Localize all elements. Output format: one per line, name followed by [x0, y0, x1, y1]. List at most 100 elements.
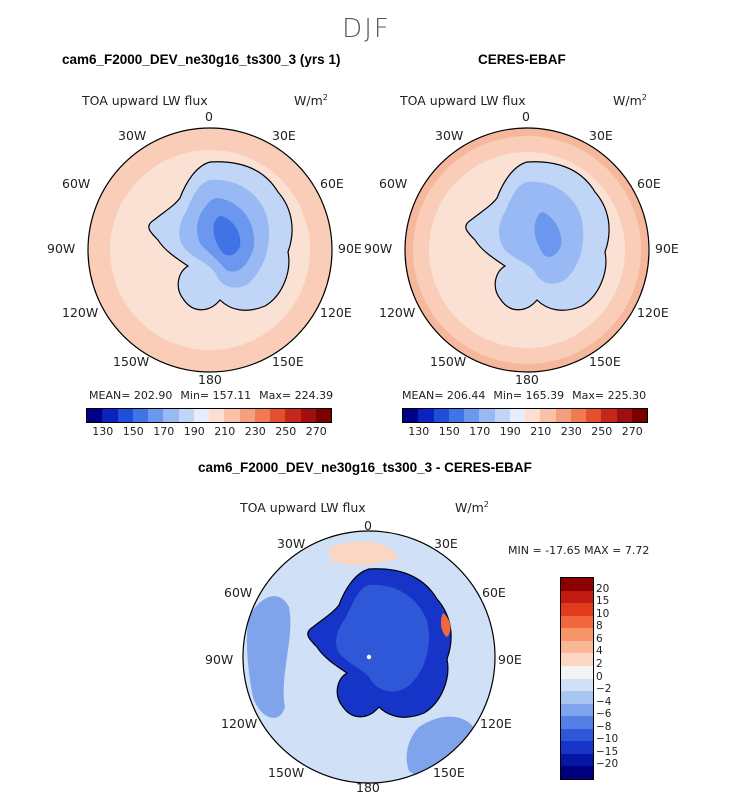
panel2-lon-60e: 60E [637, 176, 661, 191]
panel2-lon-180: 180 [515, 372, 539, 387]
panel1-colorbar-tick-label: 130 [92, 425, 114, 438]
panel1-map [87, 127, 333, 373]
panel3-colorbar-tick-label: 8 [596, 620, 603, 633]
panel3-colorbar-tick-label: −6 [596, 708, 612, 721]
panel2-lon-120w: 120W [379, 305, 416, 320]
panel3-lon-0: 0 [364, 518, 372, 533]
panel3-colorbar-swatch [561, 653, 593, 666]
panel1-lon-60w: 60W [62, 176, 91, 191]
panel2-units: W/m2 [613, 93, 647, 109]
panel1-colorbar-swatch [148, 409, 164, 422]
panel1-colorbar-swatch [270, 409, 286, 422]
panel3-colorbar-tick-label: −4 [596, 695, 612, 708]
panel3-colorbar-swatch [561, 665, 593, 679]
panel1-lon-30e: 30E [272, 128, 296, 143]
panel3-colorbar-tick-label: 2 [596, 657, 603, 670]
panel2-colorbar-swatch [540, 409, 556, 422]
panel2-colorbar-swatch [555, 409, 571, 422]
panel3-colorbar-tick-label: −8 [596, 720, 612, 733]
panel3-colorbar-swatch [561, 716, 593, 729]
panel3-colorbar-tick-label: 10 [596, 607, 610, 620]
panel1-colorbar-swatch [117, 409, 133, 422]
panel1-colorbar-tick-label: 250 [275, 425, 297, 438]
panel3-map-border [242, 530, 496, 784]
panel3-colorbar-swatch [561, 703, 593, 717]
panel1-colorbar [86, 408, 332, 423]
panel1-colorbar-swatch [315, 409, 331, 422]
panel2-colorbar-swatch [433, 409, 449, 422]
panel1-colorbar-tick-label: 210 [214, 425, 236, 438]
panel2-colorbar-tick-label: 190 [499, 425, 521, 438]
panel1-lon-90w: 90W [47, 241, 76, 256]
panel3-colorbar-ticks: 20 15 10 8 6 4 2 0 −2 −4 −6 −8 −10 −15 −20 [596, 577, 636, 778]
panel3-colorbar-swatch [561, 590, 593, 604]
panel3-colorbar-swatch [561, 615, 593, 629]
panel1-colorbar-ticks: 130 150 170 190 210 230 250 270 [86, 425, 332, 439]
season-title: DJF [342, 14, 391, 44]
panel1-plateau-core [213, 216, 241, 256]
panel1-lon-90e: 90E [338, 241, 362, 256]
panel3-lon-120e: 120E [480, 716, 512, 731]
panel3-lon-60e: 60E [482, 585, 506, 600]
panel3-anomaly-north [329, 541, 399, 566]
panel2-colorbar-swatch [525, 409, 541, 422]
panel1-colorbar-tick-label: 170 [153, 425, 175, 438]
panel3-lon-150e: 150E [433, 765, 465, 780]
panel2-title: CERES-EBAF [478, 52, 566, 67]
panel2-colorbar-swatch [479, 409, 495, 422]
panel1-colorbar-swatch [224, 409, 240, 422]
panel2-map [404, 127, 650, 373]
panel1-lon-150e: 150E [272, 354, 304, 369]
panel3-colorbar-swatch [561, 603, 593, 616]
panel2-mean: MEAN= 206.44 [402, 389, 486, 402]
panel3-lon-90e: 90E [498, 652, 522, 667]
panel2-colorbar-swatch [586, 409, 602, 422]
panel2-colorbar-tick-label: 210 [530, 425, 552, 438]
panel2-variable: TOA upward LW flux [400, 93, 526, 108]
panel3-lon-180: 180 [356, 780, 380, 795]
panel2-colorbar-swatch [418, 409, 434, 422]
panel2-colorbar-swatch [616, 409, 632, 422]
panel3-lon-30w: 30W [277, 536, 306, 551]
panel3-colorbar-swatch [561, 578, 593, 591]
panel1-max: Max= 224.39 [259, 389, 334, 402]
panel2-colorbar-tick-label: 230 [560, 425, 582, 438]
panel2-lon-90w: 90W [364, 241, 393, 256]
panel3-plateau-anomaly [336, 584, 429, 692]
panel2-lon-30e: 30E [589, 128, 613, 143]
panel1-title: cam6_F2000_DEV_ne30g16_ts300_3 (yrs 1) [62, 52, 341, 67]
panel3-colorbar-tick-label: 15 [596, 595, 610, 608]
panel2-colorbar-tick-label: 250 [591, 425, 613, 438]
panel1-lon-150w: 150W [113, 354, 150, 369]
panel3-colorbar-swatch [561, 728, 593, 742]
panel3-lon-120w: 120W [221, 716, 258, 731]
panel3-lon-150w: 150W [268, 765, 305, 780]
panel1-variable: TOA upward LW flux [82, 93, 208, 108]
panel1-colorbar-swatch [254, 409, 270, 422]
panel2-stats: MEAN= 206.44 Min= 165.39 Max= 225.30 [402, 389, 654, 402]
panel3-map [242, 530, 496, 784]
panel2-colorbar-swatch [464, 409, 480, 422]
panel1-colorbar-swatch [87, 409, 103, 422]
panel2-map-border [404, 127, 650, 373]
panel1-colorbar-swatch [178, 409, 194, 422]
panel3-minmax: MIN = -17.65 MAX = 7.72 [508, 544, 650, 557]
panel1-mean: MEAN= 202.90 [89, 389, 173, 402]
panel3-colorbar-tick-label: −10 [596, 733, 619, 746]
panel3-colorbar-swatch [561, 691, 593, 704]
panel3-colorbar-swatch [561, 678, 593, 692]
panel1-colorbar-swatch [239, 409, 255, 422]
panel3-colorbar-tick-label: 6 [596, 632, 603, 645]
panel1-colorbar-tick-label: 230 [244, 425, 266, 438]
panel2-colorbar-tick-label: 130 [408, 425, 430, 438]
panel1-colorbar-swatch [193, 409, 209, 422]
panel3-colorbar-tick-label: −2 [596, 683, 612, 696]
panel3-colorbar-tick-label: 20 [596, 582, 610, 595]
panel1-colorbar-swatch [300, 409, 316, 422]
panel2-plateau-high [534, 212, 562, 257]
panel2-colorbar-tick-label: 170 [469, 425, 491, 438]
panel1-colorbar-swatch [163, 409, 179, 422]
panel2-colorbar-tick-label: 270 [621, 425, 643, 438]
panel1-colorbar-swatch [132, 409, 148, 422]
panel1-lon-0: 0 [205, 109, 213, 124]
